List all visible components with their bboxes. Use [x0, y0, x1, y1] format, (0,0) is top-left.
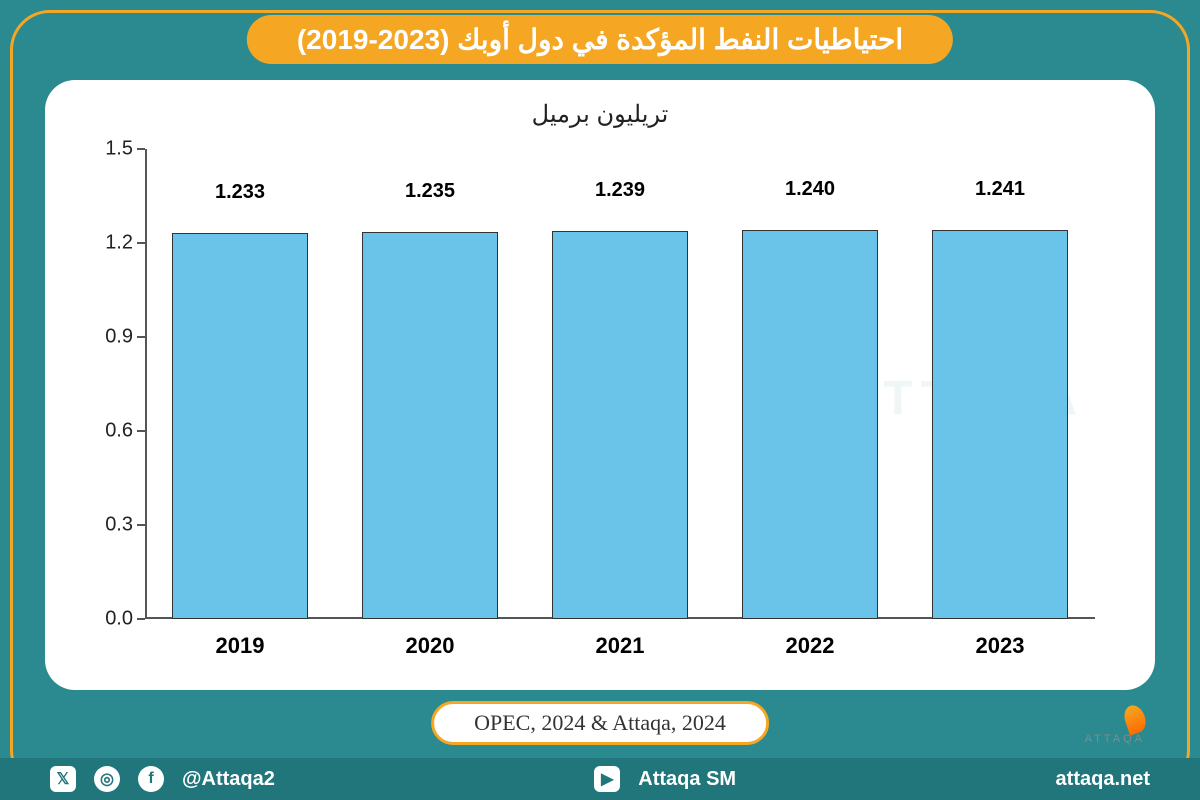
xtick-label: 2023 [976, 633, 1025, 659]
ytick-mark [137, 336, 145, 338]
instagram-icon: ◎ [94, 766, 120, 792]
xtick-label: 2020 [406, 633, 455, 659]
bar [932, 230, 1069, 619]
social-handle: @Attaqa2 [182, 768, 275, 791]
ytick-label: 0.9 [85, 326, 145, 349]
plot-area: ATTAQA 0.00.30.60.91.21.51.23320191.2352… [85, 139, 1115, 659]
xtick-label: 2021 [596, 633, 645, 659]
youtube-icon: ▶ [594, 766, 620, 792]
ytick-mark [137, 148, 145, 150]
logo-arabic: الطاقة [1034, 694, 1121, 730]
ytick-label: 0.6 [85, 420, 145, 443]
youtube-handle: Attaqa SM [638, 768, 736, 791]
footer-bar: 𝕏 ◎ f @Attaqa2 ▶ Attaqa SM attaqa.net [0, 758, 1200, 800]
page-title: احتياطيات النفط المؤكدة في دول أوبك (202… [247, 15, 953, 64]
ytick-mark [137, 242, 145, 244]
ytick-label: 0.3 [85, 514, 145, 537]
logo-english: ATTAQA [1034, 733, 1145, 745]
bar [552, 231, 689, 619]
ytick-label: 1.5 [85, 138, 145, 161]
flame-icon [1121, 702, 1149, 735]
bar-value-label: 1.240 [785, 178, 835, 201]
bar-value-label: 1.235 [405, 180, 455, 203]
chart-subtitle: تريليون برميل [85, 100, 1115, 129]
facebook-icon: f [138, 766, 164, 792]
ytick-label: 0.0 [85, 608, 145, 631]
ytick-mark [137, 618, 145, 620]
ytick-mark [137, 430, 145, 432]
bar [362, 232, 499, 619]
bar [172, 233, 309, 619]
chart-panel: تريليون برميل ATTAQA 0.00.30.60.91.21.51… [45, 80, 1155, 690]
ytick-mark [137, 524, 145, 526]
source-citation: OPEC, 2024 & Attaqa, 2024 [431, 701, 769, 745]
website-url: attaqa.net [1056, 768, 1150, 791]
x-icon: 𝕏 [50, 766, 76, 792]
ytick-label: 1.2 [85, 232, 145, 255]
xtick-label: 2022 [786, 633, 835, 659]
bar-value-label: 1.241 [975, 178, 1025, 201]
bar-value-label: 1.233 [215, 181, 265, 204]
bar-value-label: 1.239 [595, 179, 645, 202]
brand-logo: الطاقة ATTAQA [1034, 696, 1145, 745]
xtick-label: 2019 [216, 633, 265, 659]
bar [742, 230, 879, 619]
